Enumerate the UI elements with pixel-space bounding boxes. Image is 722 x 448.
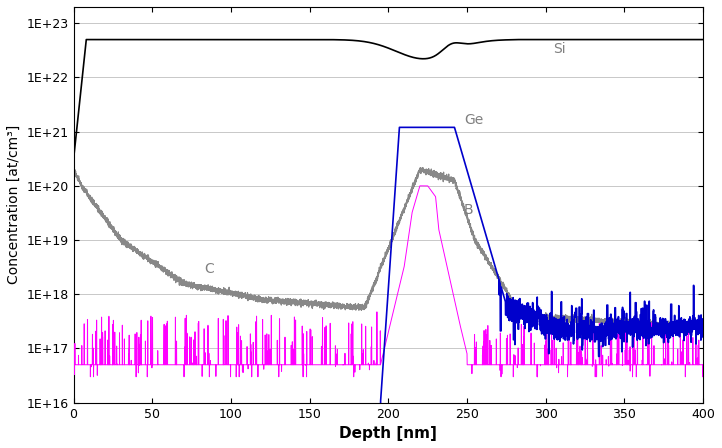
- X-axis label: Depth [nm]: Depth [nm]: [339, 426, 438, 441]
- Text: B: B: [464, 203, 474, 217]
- Text: C: C: [204, 262, 214, 276]
- Text: Ge: Ge: [464, 113, 483, 127]
- Y-axis label: Concentration [at/cm³]: Concentration [at/cm³]: [7, 125, 21, 284]
- Text: Si: Si: [554, 42, 566, 56]
